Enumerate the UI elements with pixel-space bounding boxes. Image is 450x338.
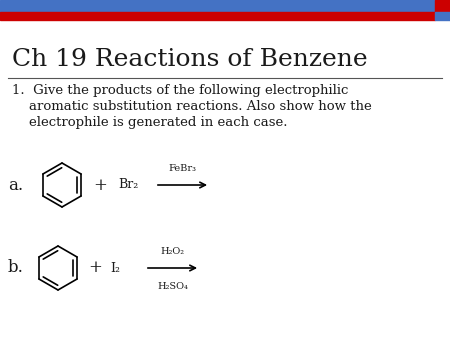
- Bar: [435, 12, 450, 20]
- Text: I₂: I₂: [110, 262, 120, 274]
- Text: aromatic substitution reactions. Also show how the: aromatic substitution reactions. Also sh…: [12, 100, 372, 113]
- Text: H₂SO₄: H₂SO₄: [157, 282, 188, 291]
- Bar: [0, 0, 435, 12]
- Text: FeBr₃: FeBr₃: [168, 164, 197, 173]
- Text: b.: b.: [8, 260, 24, 276]
- Text: Ch 19 Reactions of Benzene: Ch 19 Reactions of Benzene: [12, 48, 368, 71]
- Bar: [0, 12, 435, 20]
- Text: +: +: [93, 176, 107, 193]
- Text: electrophile is generated in each case.: electrophile is generated in each case.: [12, 116, 288, 129]
- Text: H₂O₂: H₂O₂: [161, 247, 184, 256]
- Text: 1.  Give the products of the following electrophilic: 1. Give the products of the following el…: [12, 84, 348, 97]
- Bar: [435, 0, 450, 12]
- Text: a.: a.: [8, 176, 23, 193]
- Text: +: +: [88, 260, 102, 276]
- Text: Br₂: Br₂: [118, 178, 138, 192]
